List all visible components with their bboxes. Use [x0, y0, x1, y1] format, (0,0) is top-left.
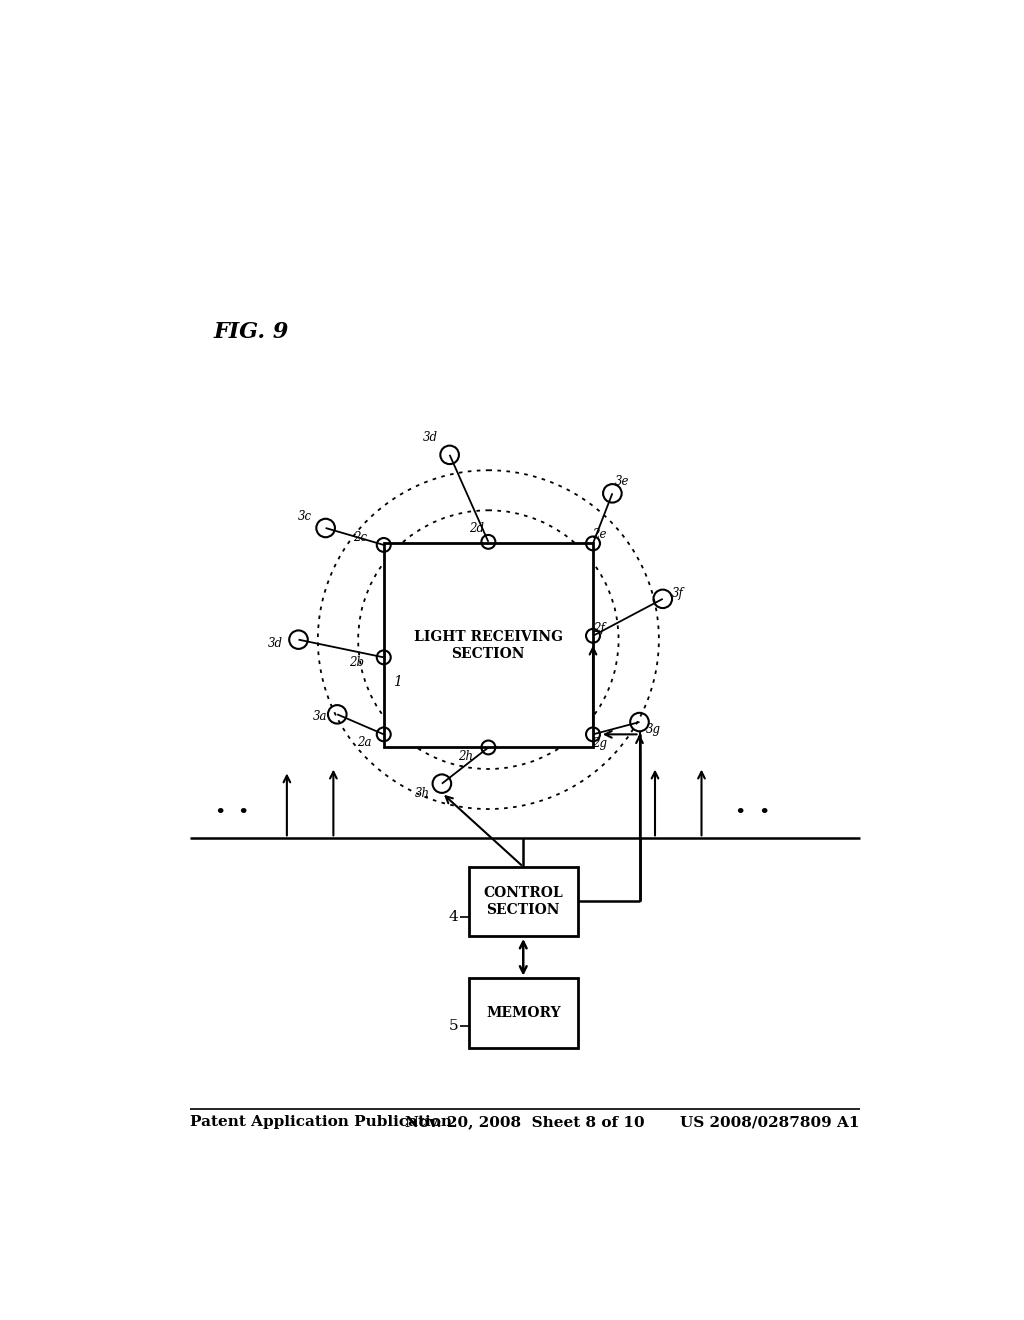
Bar: [384, 544, 593, 747]
Text: •: •: [758, 804, 769, 822]
Text: 4: 4: [449, 909, 459, 924]
Text: FIG. 9: FIG. 9: [213, 321, 289, 343]
Text: 3a: 3a: [313, 710, 328, 723]
Text: 2a: 2a: [357, 735, 372, 748]
Text: 3d: 3d: [423, 430, 437, 444]
Text: •: •: [734, 804, 745, 822]
Text: 3h: 3h: [415, 787, 430, 800]
Text: 2f: 2f: [593, 622, 605, 635]
Text: 2b: 2b: [349, 656, 365, 669]
Text: 5: 5: [449, 1019, 459, 1034]
Text: Patent Application Publication: Patent Application Publication: [190, 1115, 452, 1130]
Text: •: •: [214, 804, 225, 822]
Text: 2d: 2d: [469, 521, 484, 535]
Bar: [469, 978, 578, 1048]
Text: Nov. 20, 2008  Sheet 8 of 10: Nov. 20, 2008 Sheet 8 of 10: [404, 1115, 645, 1130]
Text: 3g: 3g: [646, 723, 660, 737]
Text: •: •: [237, 804, 249, 822]
Text: 3f: 3f: [673, 587, 684, 601]
Bar: [469, 867, 578, 936]
Text: 2c: 2c: [353, 531, 368, 544]
Text: 3e: 3e: [615, 475, 630, 488]
Text: LIGHT RECEIVING
SECTION: LIGHT RECEIVING SECTION: [414, 631, 563, 660]
Text: 2e: 2e: [592, 528, 606, 541]
Text: 3d: 3d: [267, 638, 283, 649]
Text: 2g: 2g: [592, 737, 606, 750]
Text: 2h: 2h: [458, 750, 473, 763]
Text: CONTROL
SECTION: CONTROL SECTION: [483, 886, 563, 916]
Text: MEMORY: MEMORY: [486, 1006, 560, 1020]
Text: 3c: 3c: [298, 510, 311, 523]
Text: US 2008/0287809 A1: US 2008/0287809 A1: [680, 1115, 859, 1130]
Text: 1: 1: [393, 675, 402, 689]
